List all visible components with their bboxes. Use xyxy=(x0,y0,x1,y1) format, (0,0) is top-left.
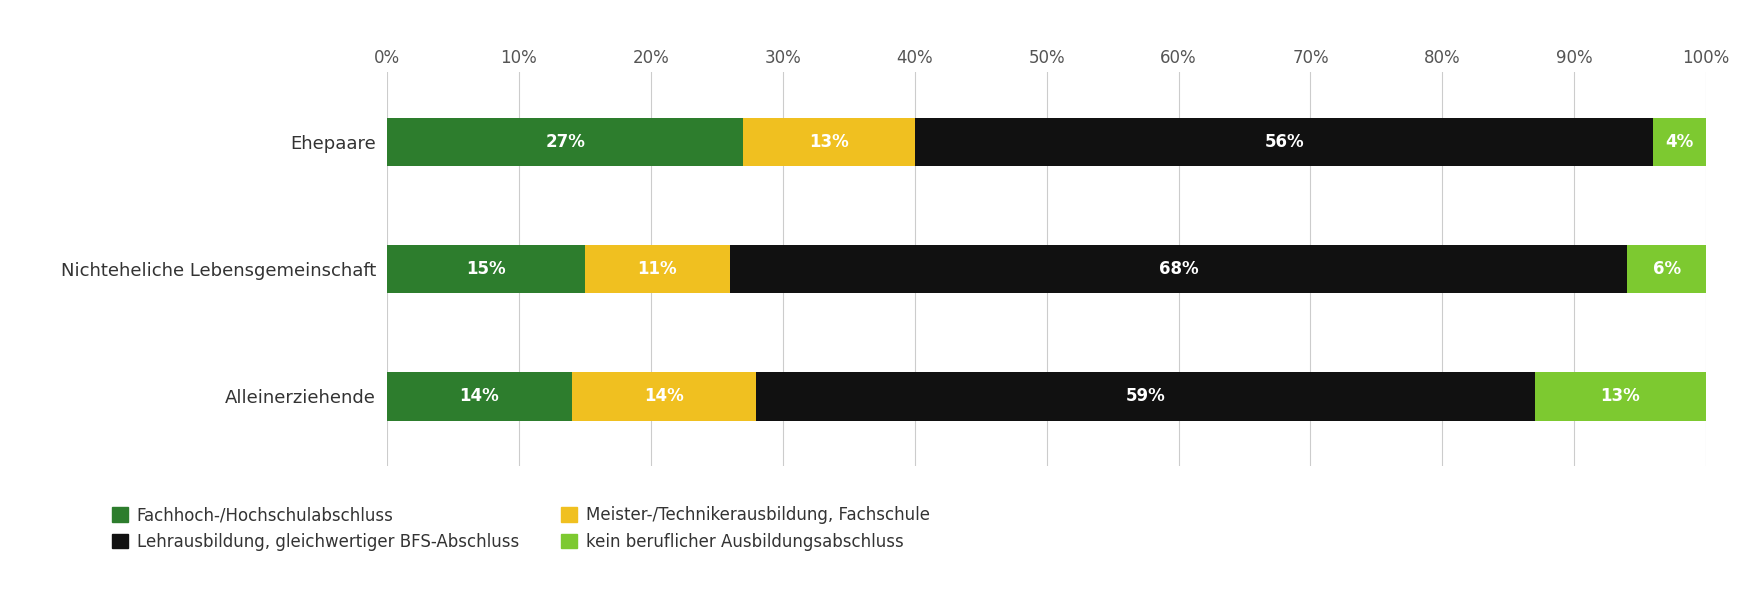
Bar xyxy=(387,118,742,166)
Text: 13%: 13% xyxy=(809,133,850,151)
Bar xyxy=(572,372,756,420)
Bar xyxy=(756,372,1534,420)
Text: 11%: 11% xyxy=(637,260,677,278)
Text: 68%: 68% xyxy=(1159,260,1198,278)
Bar xyxy=(387,245,584,293)
Text: 4%: 4% xyxy=(1666,133,1694,151)
Bar xyxy=(1534,372,1706,420)
Bar xyxy=(742,118,915,166)
Bar xyxy=(387,372,572,420)
Text: 13%: 13% xyxy=(1601,388,1641,405)
Text: 56%: 56% xyxy=(1265,133,1303,151)
Text: 14%: 14% xyxy=(644,388,684,405)
Bar xyxy=(1627,245,1706,293)
Text: 59%: 59% xyxy=(1126,388,1166,405)
Legend: Fachhoch-/Hochschulabschluss, Lehrausbildung, gleichwertiger BFS-Abschluss, Meis: Fachhoch-/Hochschulabschluss, Lehrausbil… xyxy=(111,507,929,551)
Bar xyxy=(915,118,1653,166)
Bar xyxy=(730,245,1627,293)
Bar xyxy=(1653,118,1706,166)
Text: 14%: 14% xyxy=(459,388,500,405)
Text: 6%: 6% xyxy=(1653,260,1680,278)
Bar xyxy=(584,245,730,293)
Text: 15%: 15% xyxy=(466,260,507,278)
Text: 27%: 27% xyxy=(545,133,586,151)
